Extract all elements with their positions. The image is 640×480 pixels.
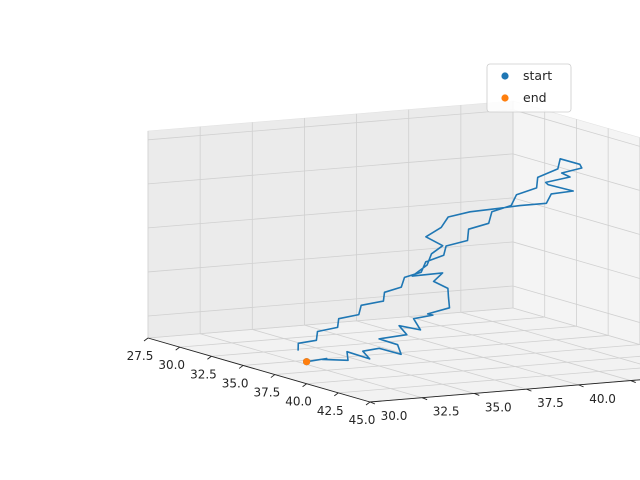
legend-label-end: end xyxy=(523,90,547,105)
y-tick-label: 40.0 xyxy=(589,392,616,406)
x-tick-mark xyxy=(334,393,338,396)
legend-marker-start xyxy=(501,72,508,79)
y-tick-label: 30.0 xyxy=(381,409,408,423)
y-tick-mark xyxy=(422,398,427,400)
y-tick-label: 32.5 xyxy=(433,405,460,419)
left-wall-pane xyxy=(148,101,513,338)
legend: start end xyxy=(487,64,571,112)
x-tick-label: 35.0 xyxy=(222,376,249,390)
y-tick-label: 35.0 xyxy=(485,400,512,414)
x-tick-label: 45.0 xyxy=(349,413,376,427)
y-tick-mark xyxy=(526,389,531,391)
x-tick-mark xyxy=(303,384,307,387)
x-tick-label: 37.5 xyxy=(253,386,280,400)
x-tick-label: 42.5 xyxy=(317,404,344,418)
x-tick-label: 32.5 xyxy=(190,367,217,381)
x-tick-mark xyxy=(239,365,243,368)
x-tick-label: 40.0 xyxy=(285,395,312,409)
y-tick-mark xyxy=(370,402,375,404)
marker-group xyxy=(303,358,310,365)
legend-marker-end xyxy=(501,94,508,101)
y-tick-mark xyxy=(631,381,636,383)
y-tick-label: 37.5 xyxy=(537,396,564,410)
x-tick-mark xyxy=(271,375,275,378)
x-tick-mark xyxy=(366,402,370,405)
end-marker xyxy=(303,358,310,365)
x-tick-mark xyxy=(207,356,211,359)
x-tick-mark xyxy=(144,338,148,341)
x-tick-label: 30.0 xyxy=(158,358,185,372)
y-tick-mark xyxy=(579,385,584,387)
legend-label-start: start xyxy=(523,68,552,83)
x-tick-label: 27.5 xyxy=(127,349,154,363)
y-tick-mark xyxy=(474,393,479,395)
x-tick-mark xyxy=(176,347,180,350)
